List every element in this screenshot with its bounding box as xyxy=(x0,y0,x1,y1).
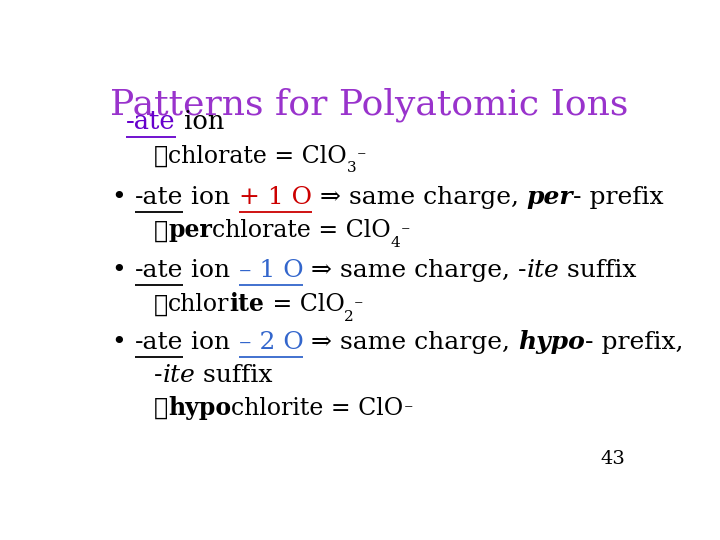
Text: ⁻: ⁻ xyxy=(400,224,410,241)
Text: ✓: ✓ xyxy=(154,145,168,167)
Text: ⁻: ⁻ xyxy=(354,298,364,315)
Text: - prefix,: - prefix, xyxy=(585,331,683,354)
Text: per: per xyxy=(168,218,212,242)
Text: suffix: suffix xyxy=(559,259,636,282)
Text: ⇒ same charge,: ⇒ same charge, xyxy=(312,186,526,209)
Text: ion: ion xyxy=(184,259,238,282)
Text: -ate: -ate xyxy=(135,186,184,209)
Text: -ate: -ate xyxy=(135,331,184,354)
Text: chlorate = ClO: chlorate = ClO xyxy=(168,145,347,167)
Text: 4: 4 xyxy=(391,235,400,249)
Text: ite: ite xyxy=(163,363,195,387)
Text: •: • xyxy=(112,186,135,209)
Text: ✓: ✓ xyxy=(154,219,168,242)
Text: ite: ite xyxy=(527,259,559,282)
Text: ⇒ same charge,: ⇒ same charge, xyxy=(303,331,518,354)
Text: •: • xyxy=(112,331,135,354)
Text: ⁻: ⁻ xyxy=(356,148,366,166)
Text: ion: ion xyxy=(176,109,224,134)
Text: -ate: -ate xyxy=(135,259,184,282)
Text: 3: 3 xyxy=(347,161,356,174)
Text: chlorite = ClO: chlorite = ClO xyxy=(231,397,404,420)
Text: ⁻: ⁻ xyxy=(404,401,413,419)
Text: ite: ite xyxy=(230,292,264,316)
Text: ion: ion xyxy=(184,186,238,209)
Text: Patterns for Polyatomic Ions: Patterns for Polyatomic Ions xyxy=(110,87,628,122)
Text: – 2 O: – 2 O xyxy=(238,331,303,354)
Text: + 1 O: + 1 O xyxy=(238,186,312,209)
Text: 43: 43 xyxy=(600,450,626,468)
Text: = ClO: = ClO xyxy=(264,293,344,316)
Text: hypo: hypo xyxy=(518,330,585,354)
Text: chlor: chlor xyxy=(168,293,230,316)
Text: suffix: suffix xyxy=(195,363,273,387)
Text: per: per xyxy=(526,185,573,209)
Text: ⇒ same charge,: ⇒ same charge, xyxy=(303,259,518,282)
Text: ✓: ✓ xyxy=(154,397,168,420)
Text: •: • xyxy=(112,259,135,282)
Text: ion: ion xyxy=(184,331,238,354)
Text: ✓: ✓ xyxy=(154,293,168,316)
Text: 2: 2 xyxy=(344,309,354,323)
Text: -: - xyxy=(154,363,163,387)
Text: - prefix: - prefix xyxy=(573,186,664,209)
Text: hypo: hypo xyxy=(168,396,231,420)
Text: -ate: -ate xyxy=(126,109,176,134)
Text: -: - xyxy=(518,259,527,282)
Text: chlorate = ClO: chlorate = ClO xyxy=(212,219,391,242)
Text: – 1 O: – 1 O xyxy=(238,259,303,282)
